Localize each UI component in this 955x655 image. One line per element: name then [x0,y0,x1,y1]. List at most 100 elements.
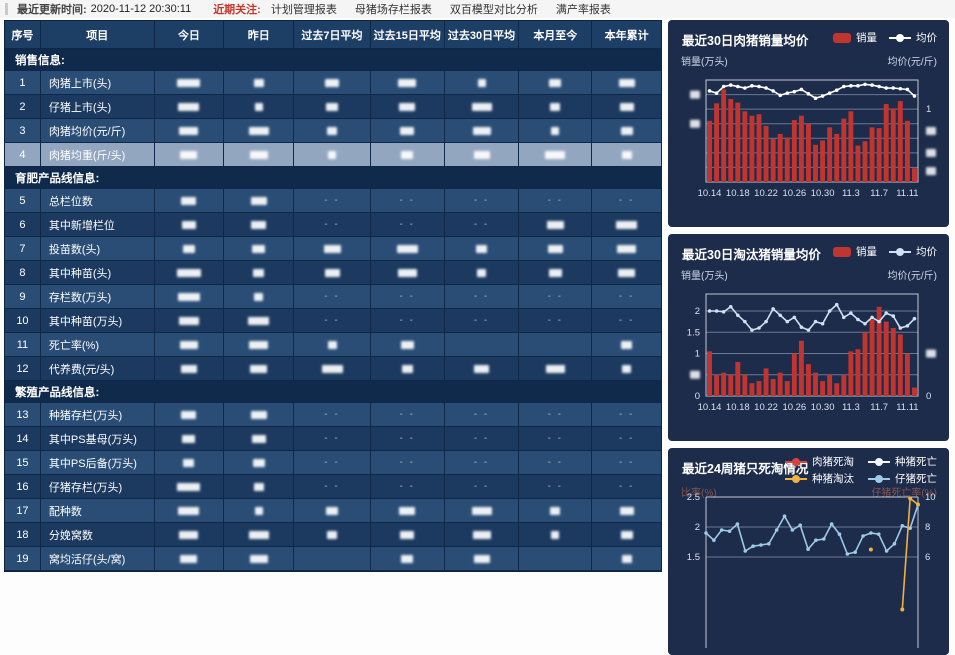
legend-item-1[interactable]: 种猪死亡 [868,454,937,469]
legend-item-3[interactable]: 仔猪死亡 [868,471,937,486]
data-cell [444,119,520,143]
row-label: 代养费(元/头) [40,357,155,381]
table-row-5[interactable]: 5 总栏位数 - - - - - - - - - - [5,189,661,213]
table-row-2[interactable]: 2 仔猪上市(头) [5,95,661,119]
table-row-9[interactable]: 9 存栏数(万头) - - - - - - - - - - [5,285,661,309]
data-cell [294,119,371,143]
legend-item-1[interactable]: 均价 [889,244,937,259]
empty-value: - - [399,409,415,420]
redacted-value [371,554,444,563]
data-cell [154,237,225,261]
legend-item-0[interactable]: 销量 [833,30,877,45]
row-number: 15 [5,451,41,475]
table-row-8[interactable]: 8 其中种苗(头) [5,261,661,285]
data-cell: - - [444,403,520,427]
svg-text:2: 2 [695,522,700,533]
data-cell [519,71,593,95]
svg-text:10.26: 10.26 [782,188,806,199]
table-row-10[interactable]: 10 其中种苗(万头) - - - - - - - - - - [5,309,661,333]
data-cell [224,427,295,451]
data-cell [592,499,661,523]
table-row-1[interactable]: 1 肉猪上市(头) [5,71,661,95]
redacted-value [445,364,519,373]
row-label: 其中种苗(万头) [40,309,155,333]
report-links: 计划管理报表 母猪场存栏报表 双百模型对比分析 满产率报表 [271,1,629,17]
svg-text:10.18: 10.18 [726,188,750,199]
table-row-6[interactable]: 6 其中新增栏位 - - - - - - [5,213,661,237]
data-cell: - - [444,309,520,333]
table-row-11[interactable]: 11 死亡率(%) [5,333,661,357]
svg-text:10.30: 10.30 [811,188,835,199]
empty-value: - - [399,315,415,326]
report-link-0[interactable]: 计划管理报表 [270,4,337,16]
empty-value: - - [399,291,415,302]
report-link-1[interactable]: 母猪场存栏报表 [354,4,432,16]
legend-item-1[interactable]: 均价 [889,30,937,45]
redacted-value [445,268,519,277]
table-row-14[interactable]: 14 其中PS基母(万头) - - - - - - - - - - [5,427,661,451]
chart-panel-death-cull: 最近24周猪只死淘情况 肉猪死淘 种猪死亡 种猪淘汰 仔猪死亡 比率(%) 仔猪死亡率… [668,448,949,655]
table-row-13[interactable]: 13 种猪存栏(万头) - - - - - - - - - - [5,403,661,427]
left-axis-label: 销量(万头) [681,57,728,68]
redacted-value [294,530,370,539]
table-row-18[interactable]: 18 分娩窝数 [5,523,661,547]
legend-item-2[interactable]: 种猪淘汰 [785,471,854,486]
redacted-value [519,102,591,111]
data-cell: - - [294,451,371,475]
empty-value: - - [473,409,490,420]
row-label: 其中PS基母(万头) [40,427,155,451]
data-cell [592,95,661,119]
data-cell [592,523,661,547]
redacted-value [224,458,293,467]
redacted-value [155,292,224,301]
empty-value: - - [547,481,564,492]
redacted-value [445,244,519,253]
empty-value: - - [324,219,340,230]
table-row-19[interactable]: 19 窝均活仔(头/窝) [5,547,661,571]
row-label: 其中新增栏位 [40,213,155,237]
table-row-4[interactable]: 4 肉猪均重(斤/头) [5,143,661,167]
table-row-12[interactable]: 12 代养费(元/头) [5,357,661,381]
legend-item-0[interactable]: 销量 [833,244,877,259]
redacted-value [592,126,661,135]
column-header: 序号 [5,21,41,49]
right-axis-label: 均价(元/斤) [887,57,937,68]
redacted-value [224,340,293,349]
table-row-16[interactable]: 16 仔猪存栏(万头) - - - - - - - - - - [5,475,661,499]
redacted-value [371,364,444,373]
row-number: 10 [5,309,41,333]
data-cell [294,333,371,357]
row-label: 窝均活仔(头/窝) [40,547,155,571]
row-label: 仔猪上市(头) [40,95,155,119]
empty-value: - - [399,219,415,230]
chart-title: 最近30日肉猪销量均价 [682,34,809,48]
empty-value: - - [618,195,635,206]
data-cell [224,261,295,285]
line-dot-icon [889,247,911,257]
data-cell [519,95,593,119]
table-row-3[interactable]: 3 肉猪均价(元/斤) [5,119,661,143]
empty-value: - - [324,409,340,420]
table-row-17[interactable]: 17 配种数 [5,499,661,523]
data-cell [224,285,295,309]
table-row-15[interactable]: 15 其中PS后备(万头) - - - - - - - - - - [5,451,661,475]
redacted-value [155,506,224,515]
data-cell [592,547,661,571]
row-label: 分娩窝数 [40,523,155,547]
redacted-value [592,268,661,277]
data-cell [370,499,445,523]
legend-item-0[interactable]: 肉猪死淘 [785,454,854,469]
row-number: 9 [5,285,41,309]
top-bar: 最近更新时间: 2020-11-12 20:30:11 近期关注: 计划管理报表… [0,0,955,18]
report-link-3[interactable]: 满产率报表 [555,4,611,16]
data-cell [154,119,225,143]
data-cell [154,357,225,381]
data-cell [519,523,593,547]
column-header: 今日 [154,21,225,49]
section-header: 繁殖产品线信息: [5,381,661,403]
table-row-7[interactable]: 7 投苗数(头) [5,237,661,261]
empty-value: - - [324,457,340,468]
empty-value: - - [618,291,635,302]
data-cell [154,213,225,237]
report-link-2[interactable]: 双百模型对比分析 [449,4,538,16]
